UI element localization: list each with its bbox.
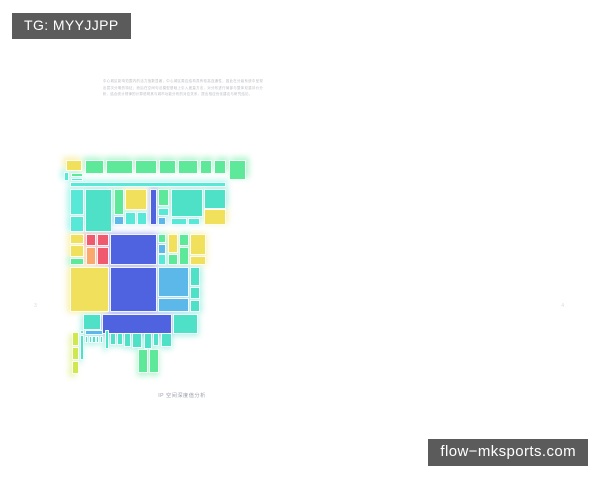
treemap-tile[interactable] bbox=[85, 160, 104, 174]
treemap-tile[interactable] bbox=[161, 333, 172, 348]
treemap-tile[interactable] bbox=[158, 297, 190, 312]
treemap-tile[interactable] bbox=[70, 245, 85, 257]
treemap-tile[interactable] bbox=[171, 189, 203, 218]
treemap-tile[interactable] bbox=[132, 333, 142, 349]
treemap-tile[interactable] bbox=[96, 233, 109, 247]
treemap-tile[interactable] bbox=[158, 266, 190, 297]
page-left: 中心城区影响范围内的活力指数显著，中心城区周边结构具有较高连通性，因此在分级系统… bbox=[34, 79, 263, 399]
treemap-tile[interactable] bbox=[83, 313, 101, 330]
treemap-tile[interactable] bbox=[144, 333, 152, 350]
figure-caption-left: IP 空间深度值分析 bbox=[158, 393, 206, 399]
treemap-tile[interactable] bbox=[102, 313, 172, 335]
treemap-tile[interactable] bbox=[70, 216, 84, 233]
treemap-tile[interactable] bbox=[179, 246, 190, 265]
treemap-tile[interactable] bbox=[110, 266, 157, 312]
treemap-tile[interactable] bbox=[204, 189, 226, 209]
site-watermark-badge: flow−mksports.com bbox=[428, 438, 588, 466]
treemap-tile[interactable] bbox=[229, 160, 246, 181]
treemap-tile[interactable] bbox=[158, 233, 167, 244]
treemap-tile[interactable] bbox=[188, 218, 200, 225]
treemap-tile[interactable] bbox=[110, 233, 157, 265]
treemap-tile[interactable] bbox=[124, 211, 136, 225]
treemap-tile[interactable] bbox=[85, 336, 89, 343]
page-number-left: 3 bbox=[34, 303, 37, 309]
treemap-tile[interactable] bbox=[200, 160, 212, 174]
treemap-tile[interactable] bbox=[150, 189, 158, 225]
treemap-tile[interactable] bbox=[70, 189, 84, 216]
treemap-tile[interactable] bbox=[71, 172, 83, 178]
treemap-tiles bbox=[62, 160, 262, 375]
treemap-tile[interactable] bbox=[173, 313, 198, 335]
treemap-tile[interactable] bbox=[135, 160, 157, 174]
treemap-tile[interactable] bbox=[179, 233, 190, 247]
treemap-tile[interactable] bbox=[117, 333, 123, 345]
treemap-tile[interactable] bbox=[66, 160, 82, 171]
body-paragraph-left: 中心城区影响范围内的活力指数显著，中心城区周边结构具有较高连通性，因此在分级系统… bbox=[103, 79, 263, 97]
treemap-tile[interactable] bbox=[106, 160, 133, 174]
treemap-tile[interactable] bbox=[72, 361, 79, 374]
treemap-tile[interactable] bbox=[70, 233, 85, 245]
treemap-tile[interactable] bbox=[72, 347, 79, 360]
treemap-tile[interactable] bbox=[96, 336, 100, 343]
treemap-tile[interactable] bbox=[71, 178, 83, 182]
treemap-tile[interactable] bbox=[149, 349, 159, 373]
treemap-tile[interactable] bbox=[64, 172, 70, 182]
treemap-tile[interactable] bbox=[178, 160, 198, 174]
treemap-tile[interactable] bbox=[190, 255, 206, 265]
treemap-tile[interactable] bbox=[190, 266, 201, 286]
treemap-tile[interactable] bbox=[168, 233, 178, 253]
treemap-tile[interactable] bbox=[99, 336, 103, 343]
treemap-tile[interactable] bbox=[204, 209, 226, 225]
treemap-tile[interactable] bbox=[190, 286, 201, 299]
treemap-tile[interactable] bbox=[85, 189, 113, 233]
treemap-tile[interactable] bbox=[138, 349, 148, 373]
treemap-tile[interactable] bbox=[80, 329, 85, 335]
treemap-tile[interactable] bbox=[88, 336, 92, 343]
treemap-tile[interactable] bbox=[70, 257, 85, 266]
treemap-tile[interactable] bbox=[96, 247, 109, 265]
treemap-tile[interactable] bbox=[85, 233, 96, 247]
treemap-tile[interactable] bbox=[110, 333, 116, 345]
treemap-tile[interactable] bbox=[168, 253, 178, 265]
treemap-tile[interactable] bbox=[92, 336, 96, 343]
treemap-tile[interactable] bbox=[158, 189, 170, 207]
treemap-tile[interactable] bbox=[159, 160, 176, 174]
treemap-tile[interactable] bbox=[158, 254, 167, 265]
treemap-tile[interactable] bbox=[113, 189, 124, 216]
treemap-tile[interactable] bbox=[190, 299, 201, 312]
treemap-tile[interactable] bbox=[158, 217, 167, 225]
tg-watermark-badge: TG: MYYJJPP bbox=[12, 13, 131, 40]
page-number-right: 4 bbox=[561, 303, 564, 309]
treemap-tile[interactable] bbox=[190, 233, 206, 256]
treemap-tile[interactable] bbox=[136, 211, 148, 225]
treemap-tile[interactable] bbox=[125, 189, 148, 210]
treemap-tile[interactable] bbox=[70, 182, 226, 188]
treemap-tile[interactable] bbox=[214, 160, 226, 174]
treemap-tile[interactable] bbox=[158, 243, 167, 254]
treemap-tile[interactable] bbox=[105, 329, 109, 350]
treemap-tile[interactable] bbox=[158, 207, 170, 217]
treemap-tile[interactable] bbox=[85, 247, 96, 265]
treemap-tile[interactable] bbox=[85, 329, 104, 336]
treemap-tile[interactable] bbox=[171, 218, 187, 225]
treemap-tile[interactable] bbox=[72, 332, 79, 346]
treemap-tile[interactable] bbox=[124, 333, 131, 348]
treemap-tile[interactable] bbox=[80, 335, 85, 360]
treemap-tile[interactable] bbox=[70, 266, 109, 312]
page-right: 较为集中的分布形态在中度模型中，评价指标值值验证了整体结构范围内各级子系与城市中… bbox=[300, 0, 600, 480]
treemap-depth-analysis[interactable] bbox=[61, 157, 262, 377]
treemap-tile[interactable] bbox=[113, 216, 124, 225]
treemap-tile[interactable] bbox=[153, 333, 159, 346]
